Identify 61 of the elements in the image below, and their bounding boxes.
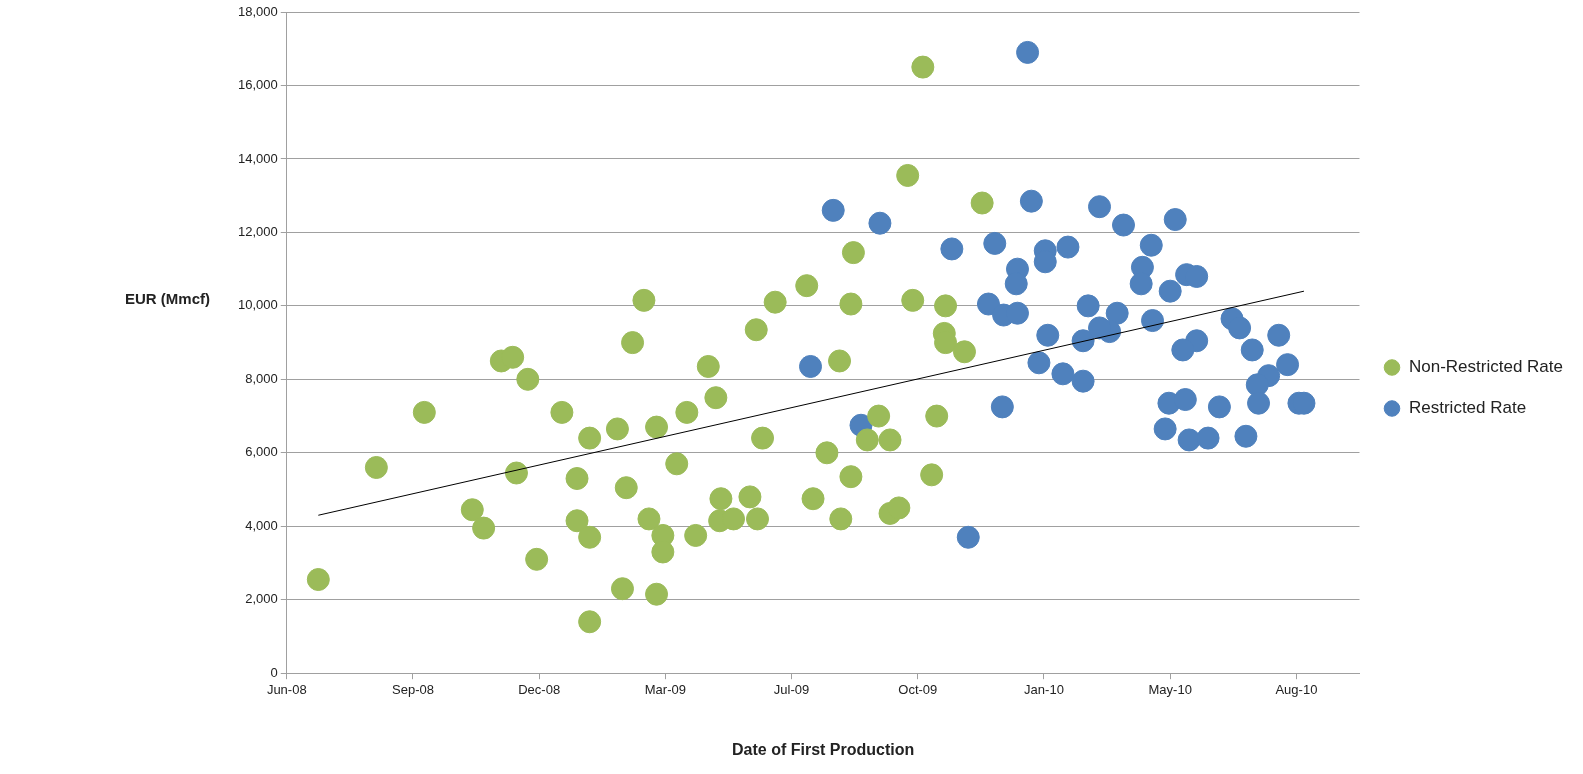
y-tick-label: 10,000 (238, 297, 278, 313)
y-tick-label: 6,000 (245, 444, 278, 460)
x-tick-label: Jan-10 (1024, 681, 1064, 697)
point (1207, 395, 1231, 419)
point (1111, 213, 1135, 237)
point (1158, 279, 1182, 303)
point (799, 354, 823, 378)
point (1163, 208, 1187, 232)
point (1071, 369, 1095, 393)
y-tick-label: 12,000 (238, 223, 278, 239)
y-tick-label: 16,000 (238, 77, 278, 93)
x-tick-label: Mar-09 (644, 681, 686, 697)
point (1071, 329, 1095, 353)
x-tick-label: Dec-08 (518, 681, 561, 697)
point (1141, 309, 1165, 333)
x-tick-label: May-10 (1148, 681, 1192, 697)
point (976, 292, 1000, 316)
point (983, 231, 1007, 255)
x-tick-label: Sep-08 (392, 681, 434, 697)
point (1027, 351, 1051, 375)
point (956, 525, 980, 549)
y-tick-label: 18,000 (238, 3, 278, 19)
x-tick-label: Aug-10 (1275, 681, 1318, 697)
point (1016, 40, 1040, 64)
point (1267, 323, 1291, 347)
point (1173, 388, 1197, 412)
point (868, 211, 892, 235)
legend-label: Non-Restricted Rate (1409, 357, 1564, 377)
y-tick-label: 0 (270, 664, 278, 680)
point (1051, 362, 1075, 386)
point (1177, 428, 1201, 452)
point (1139, 233, 1163, 257)
x-tick-label: Jul-09 (773, 681, 810, 697)
point (1019, 189, 1043, 213)
point (1276, 353, 1300, 377)
point (1153, 417, 1177, 441)
x-tick-label: Jun-08 (266, 681, 307, 697)
point (1076, 294, 1100, 318)
y-axis-title: EUR (Mmcf) (125, 290, 210, 307)
legend-label: Restricted Rate (1409, 398, 1527, 418)
point (990, 395, 1014, 419)
y-tick-label: 4,000 (245, 517, 278, 533)
point (1234, 424, 1258, 448)
point (1056, 235, 1080, 259)
point (1036, 323, 1060, 347)
point (1171, 338, 1195, 362)
point (1247, 391, 1271, 415)
x-tick-label: Oct-09 (898, 681, 938, 697)
y-tick-label: 8,000 (245, 370, 278, 386)
point (1004, 272, 1028, 296)
point (1228, 316, 1252, 340)
x-axis-title: Date of First Production (732, 740, 915, 758)
point (1105, 301, 1129, 325)
point (821, 198, 845, 222)
point (1196, 426, 1220, 450)
point (940, 237, 964, 261)
y-tick-label: 2,000 (245, 591, 278, 607)
point (1240, 338, 1264, 362)
point (1129, 272, 1153, 296)
point (1088, 195, 1112, 219)
y-tick-label: 14,000 (238, 150, 278, 166)
